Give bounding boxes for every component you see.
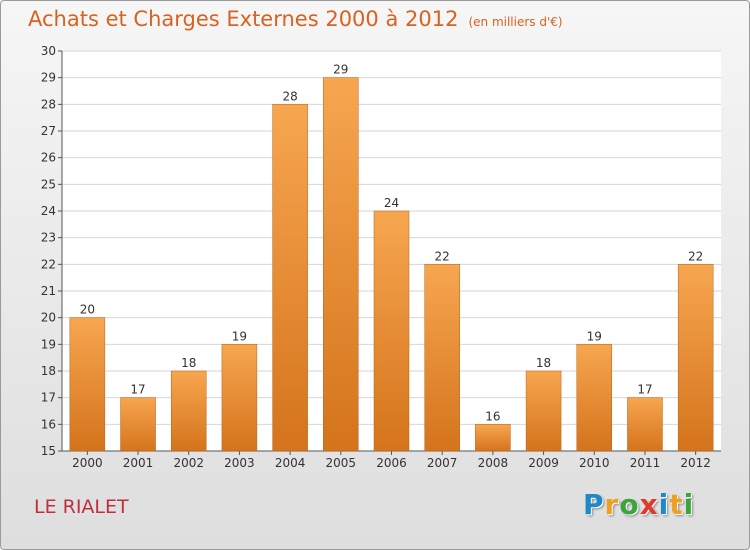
bar-2002 — [170, 370, 207, 452]
x-tick-label: 2007 — [427, 456, 458, 470]
logo-letter: x — [639, 488, 659, 521]
y-tick-label: 26 — [41, 151, 56, 165]
x-tick-label: 2010 — [579, 456, 610, 470]
bar-2009 — [525, 370, 562, 452]
x-tick-label: 2002 — [173, 456, 204, 470]
data-label: 18 — [181, 356, 196, 370]
proxiti-logo: Proxiti — [583, 488, 694, 521]
x-tick-label: 2008 — [478, 456, 509, 470]
data-label: 17 — [637, 383, 652, 397]
x-tick-label: 2001 — [123, 456, 154, 470]
y-tick-label: 23 — [41, 231, 56, 245]
logo-letter: P — [583, 488, 605, 521]
labels: 20 2000 17 2001 18 2002 19 2003 28 2004 29 2005 24 20… — [72, 63, 711, 470]
bar-2003 — [221, 344, 258, 452]
bars — [69, 77, 714, 452]
y-tick-label: 17 — [41, 391, 56, 405]
commune-name: LE RIALET — [34, 496, 129, 518]
data-label: 17 — [130, 383, 145, 397]
bar-2007 — [424, 264, 460, 452]
x-tick-label: 2011 — [630, 456, 661, 470]
y-tick-label: 30 — [41, 44, 56, 58]
y-tick-label: 29 — [41, 71, 56, 85]
y-tick-label: 19 — [41, 337, 56, 351]
data-label: 22 — [688, 249, 703, 263]
y-tick-label: 27 — [41, 124, 56, 138]
x-tick-label: 2003 — [224, 456, 255, 470]
y-tick-label: 25 — [41, 177, 56, 191]
data-label: 22 — [435, 249, 450, 263]
chart-title: Achats et Charges Externes 2000 à 2012 (e… — [28, 7, 563, 31]
y-tick-label: 16 — [41, 417, 56, 431]
data-label: 19 — [587, 329, 602, 343]
data-label: 16 — [485, 409, 500, 423]
data-label: 18 — [536, 356, 551, 370]
data-label: 19 — [232, 329, 247, 343]
bar-2005 — [323, 77, 359, 452]
y-tick-label: 20 — [41, 311, 56, 325]
bar-2006 — [373, 210, 410, 452]
logo-letter: r — [604, 488, 620, 521]
x-tick-label: 2000 — [72, 456, 103, 470]
bar-2011 — [627, 397, 663, 452]
bar-2008 — [475, 424, 511, 452]
bar-2010 — [576, 344, 613, 452]
data-label: 29 — [333, 63, 348, 77]
logo-letter: t — [669, 488, 684, 521]
y-tick-label: 22 — [41, 257, 56, 271]
x-tick-label: 2009 — [528, 456, 559, 470]
y-tick-label: 28 — [41, 97, 56, 111]
chart-title-text: Achats et Charges Externes 2000 à 2012 — [28, 7, 459, 31]
x-tick-label: 2006 — [376, 456, 407, 470]
logo-letter: i — [658, 488, 670, 521]
x-tick-label: 2012 — [680, 456, 711, 470]
logo-letter: i — [683, 488, 695, 521]
logo-letter: o — [619, 488, 640, 521]
bar-2012 — [677, 264, 714, 452]
y-tick-label: 24 — [41, 204, 56, 218]
y-tick-label: 21 — [41, 284, 56, 298]
data-label: 20 — [80, 303, 95, 317]
x-tick-label: 2005 — [326, 456, 357, 470]
bar-2001 — [120, 397, 156, 452]
x-tick-label: 2004 — [275, 456, 306, 470]
chart-subtitle: (en milliers d'€) — [468, 15, 563, 29]
data-label: 28 — [282, 89, 297, 103]
y-tick-label: 18 — [41, 364, 56, 378]
y-tick-label: 15 — [41, 444, 56, 458]
data-label: 24 — [384, 196, 399, 210]
bar-2004 — [272, 104, 308, 452]
bar-2000 — [69, 317, 106, 452]
